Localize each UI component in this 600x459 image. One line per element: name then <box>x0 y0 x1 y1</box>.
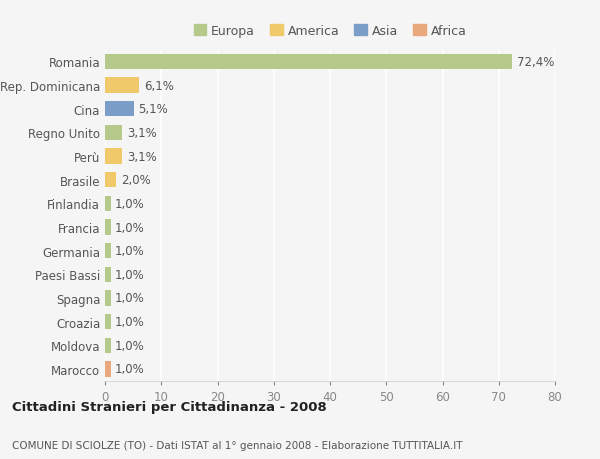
Bar <box>105 78 139 94</box>
Bar <box>105 291 110 306</box>
Bar <box>105 102 134 117</box>
Text: 3,1%: 3,1% <box>127 127 157 140</box>
Text: 1,0%: 1,0% <box>115 315 145 329</box>
Text: 1,0%: 1,0% <box>115 363 145 375</box>
Text: 72,4%: 72,4% <box>517 56 554 69</box>
Bar <box>105 149 122 164</box>
Bar <box>105 338 110 353</box>
Bar <box>105 314 110 330</box>
Bar <box>105 196 110 212</box>
Text: 1,0%: 1,0% <box>115 245 145 257</box>
Legend: Europa, America, Asia, Africa: Europa, America, Asia, Africa <box>194 25 466 38</box>
Bar <box>105 267 110 282</box>
Text: 1,0%: 1,0% <box>115 268 145 281</box>
Text: 1,0%: 1,0% <box>115 197 145 210</box>
Bar <box>105 362 110 377</box>
Bar <box>105 220 110 235</box>
Text: 2,0%: 2,0% <box>121 174 151 187</box>
Text: 5,1%: 5,1% <box>138 103 168 116</box>
Text: 1,0%: 1,0% <box>115 339 145 352</box>
Text: 1,0%: 1,0% <box>115 221 145 234</box>
Text: 1,0%: 1,0% <box>115 292 145 305</box>
Bar <box>105 173 116 188</box>
Text: 3,1%: 3,1% <box>127 150 157 163</box>
Bar <box>105 243 110 259</box>
Text: 6,1%: 6,1% <box>144 79 173 92</box>
Bar <box>105 125 122 141</box>
Text: COMUNE DI SCIOLZE (TO) - Dati ISTAT al 1° gennaio 2008 - Elaborazione TUTTITALIA: COMUNE DI SCIOLZE (TO) - Dati ISTAT al 1… <box>12 440 463 450</box>
Text: Cittadini Stranieri per Cittadinanza - 2008: Cittadini Stranieri per Cittadinanza - 2… <box>12 400 327 413</box>
Bar <box>105 55 512 70</box>
